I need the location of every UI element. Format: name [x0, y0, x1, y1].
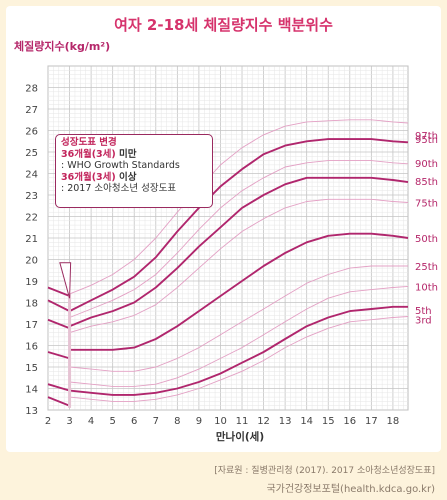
- y-tick-label: 27: [25, 105, 38, 116]
- series-label-25th: 25th: [415, 262, 438, 273]
- y-tick-label: 13: [25, 406, 38, 417]
- series-label-5th: 5th: [415, 306, 432, 317]
- annotation-heading: 성장도표 변경: [61, 137, 117, 148]
- y-axis-label: 체질량지수(kg/m²): [14, 40, 111, 53]
- series-label-97th: 97th: [415, 131, 438, 142]
- y-tick-label: 21: [25, 234, 38, 245]
- y-tick-label: 15: [25, 363, 38, 374]
- who-line-85th: [47, 318, 70, 330]
- who-line-95th: [47, 299, 71, 312]
- series-line-50th: [69, 232, 409, 351]
- series-line-10th: [69, 285, 409, 387]
- series-label-95th: 95th: [415, 135, 438, 146]
- x-tick-label: 8: [174, 416, 180, 427]
- x-tick-label: 10: [214, 416, 227, 427]
- y-tick-label: 28: [25, 84, 38, 95]
- series-line-25th: [69, 265, 408, 372]
- y-tick-label: 16: [25, 342, 38, 353]
- x-tick-label: 15: [322, 416, 335, 427]
- grid: [47, 65, 408, 411]
- y-tick-label: 18: [25, 299, 38, 310]
- series-line-75th: [69, 198, 409, 334]
- x-tick-label: 9: [196, 416, 202, 427]
- y-tick-label: 17: [25, 320, 38, 331]
- who-line-3rd: [47, 396, 70, 407]
- series-line-95th: [69, 138, 409, 312]
- x-tick-label: 3: [66, 416, 72, 427]
- who-line-97th: [47, 286, 70, 297]
- series-label-3rd: 3rd: [415, 316, 432, 327]
- chart-change-annotation: 성장도표 변경 36개월(3세) 미만 : WHO Growth Standar…: [55, 134, 213, 208]
- y-tick-label: 20: [25, 256, 38, 267]
- annotation-over-36m-suffix: 이상: [115, 171, 137, 183]
- series-label-75th: 75th: [415, 199, 438, 210]
- series-line-97th: [69, 119, 409, 295]
- annotation-pointer: [59, 262, 72, 299]
- annotation-over-36m-age: 36개월(3세): [61, 171, 116, 183]
- percentile-curves: [69, 119, 409, 402]
- chart-title: 여자 2-18세 체질량지수 백분위수: [114, 16, 333, 34]
- source-site: 국가건강정보포털(health.kdca.go.kr): [266, 484, 435, 495]
- x-axis-label: 만나이(세): [216, 430, 264, 443]
- series-label-50th: 50th: [415, 234, 438, 245]
- annotation-under-36m: 36개월(3세) 미만: [61, 149, 207, 161]
- annotation-over-36m: 36개월(3세) 이상: [61, 172, 207, 184]
- annotation-under-36m-suffix: 미만: [115, 148, 137, 160]
- x-tick-label: 4: [88, 416, 94, 427]
- y-tick-label: 22: [25, 213, 38, 224]
- annotation-who: : WHO Growth Standards: [61, 160, 180, 171]
- y-tick-label: 23: [25, 191, 38, 202]
- x-tick-label: 11: [236, 416, 249, 427]
- series-line-85th: [69, 176, 409, 328]
- x-tick-label: 18: [387, 416, 400, 427]
- x-tick-label: 16: [343, 416, 356, 427]
- who-line-50th: [47, 351, 70, 360]
- annotation-under-36m-age: 36개월(3세): [61, 148, 116, 160]
- x-tick-label: 14: [300, 416, 313, 427]
- who-segment: [47, 286, 71, 407]
- series-line-90th: [69, 160, 409, 318]
- series-line-3rd: [69, 316, 409, 402]
- series-label-85th: 85th: [415, 177, 438, 188]
- series-line-5th: [69, 305, 408, 396]
- y-tick-label: 19: [25, 277, 38, 288]
- y-tick-label: 24: [25, 170, 38, 181]
- x-tick-label: 2: [45, 416, 51, 427]
- x-tick-label: 13: [279, 416, 292, 427]
- source-citation: [자료원 : 질병관리청 (2017). 2017 소아청소년성장도표]: [214, 466, 435, 476]
- y-tick-label: 14: [25, 385, 38, 396]
- x-tick-label: 6: [131, 416, 137, 427]
- annotation-kr-2017: : 2017 소아청소년 성장도표: [61, 183, 177, 194]
- series-label-10th: 10th: [415, 282, 438, 293]
- y-tick-label: 26: [25, 127, 38, 138]
- series-label-90th: 90th: [415, 159, 438, 170]
- x-tick-label: 7: [153, 416, 159, 427]
- x-tick-label: 12: [257, 416, 270, 427]
- y-tick-label: 25: [25, 148, 38, 159]
- who-line-5th: [47, 383, 70, 392]
- x-tick-label: 5: [109, 416, 115, 427]
- x-tick-label: 17: [365, 416, 378, 427]
